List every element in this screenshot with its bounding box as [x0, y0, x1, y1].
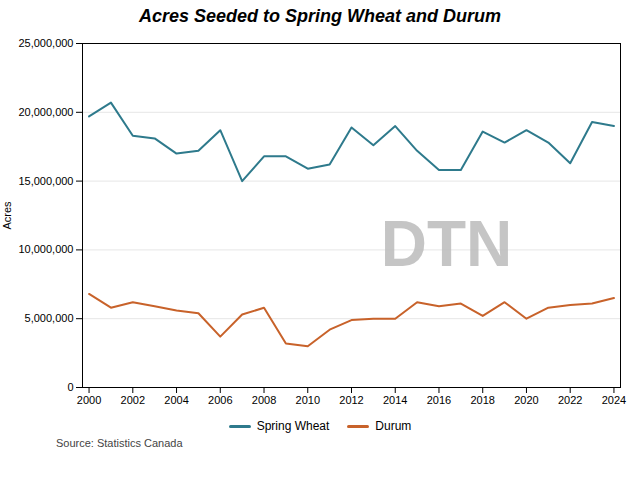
svg-text:DTN: DTN — [381, 208, 513, 280]
svg-text:2014: 2014 — [383, 394, 407, 406]
svg-text:2000: 2000 — [77, 394, 101, 406]
html-text:Spring Wheat: Spring Wheat — [256, 419, 330, 433]
html-text:Durum: Durum — [375, 419, 412, 433]
svg-text:2004: 2004 — [164, 394, 188, 406]
svg-text:2012: 2012 — [339, 394, 363, 406]
svg-text:0: 0 — [67, 381, 73, 393]
svg-text:2006: 2006 — [208, 394, 232, 406]
svg-text:2024: 2024 — [602, 394, 626, 406]
svg-text:25,000,000: 25,000,000 — [18, 37, 73, 49]
svg-text:2010: 2010 — [296, 394, 320, 406]
svg-text:2008: 2008 — [252, 394, 276, 406]
svg-text:2016: 2016 — [427, 394, 451, 406]
svg-text:15,000,000: 15,000,000 — [18, 175, 73, 187]
html-text:Acres Seeded to Spring Wheat a: Acres Seeded to Spring Wheat and Durum — [139, 6, 501, 26]
svg-text:2020: 2020 — [514, 394, 538, 406]
svg-text:10,000,000: 10,000,000 — [18, 243, 73, 255]
svg-text:20,000,000: 20,000,000 — [18, 106, 73, 118]
html-text:Source: Statistics Canada: Source: Statistics Canada — [56, 437, 183, 449]
svg-text:Acres: Acres — [1, 201, 13, 230]
svg-text:2022: 2022 — [558, 394, 582, 406]
svg-text:2018: 2018 — [470, 394, 494, 406]
svg-text:5,000,000: 5,000,000 — [25, 312, 74, 324]
svg-text:2002: 2002 — [121, 394, 145, 406]
